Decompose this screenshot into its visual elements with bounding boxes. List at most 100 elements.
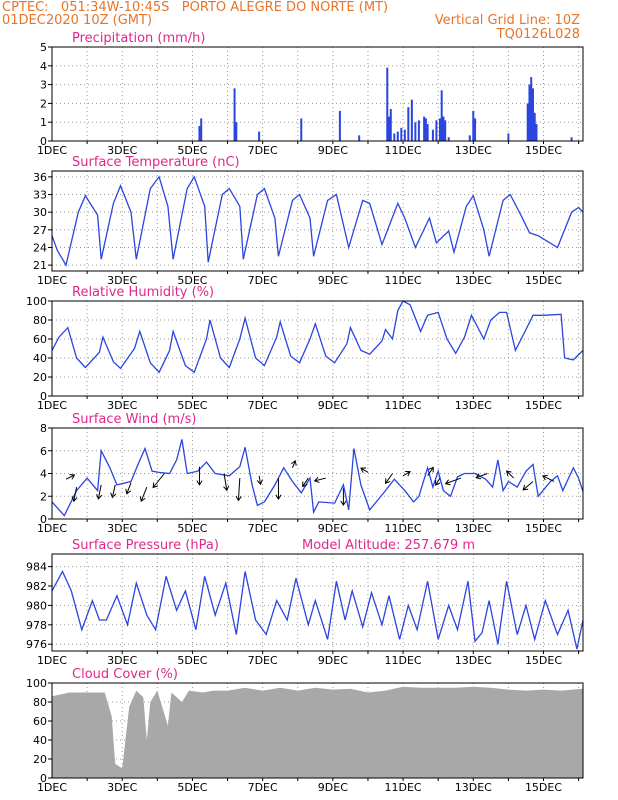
wind-vector <box>258 475 262 485</box>
y-tick-label: 2 <box>40 490 47 503</box>
x-tick-label: 11DEC <box>385 144 422 157</box>
x-tick-label: 11DEC <box>385 654 422 667</box>
x-tick-label: 7DEC <box>248 274 278 287</box>
x-tick-label: 13DEC <box>455 781 492 794</box>
y-tick-label: 20 <box>33 371 47 384</box>
x-tick-label: 3DEC <box>107 781 137 794</box>
header-date: 01DEC2020 10Z (GMT) <box>2 13 153 28</box>
wind-arrowhead <box>223 485 230 492</box>
y-tick-label: 5 <box>40 41 47 54</box>
y-tick-label: 6 <box>40 445 47 458</box>
precip-bar <box>414 122 417 141</box>
wind-vector <box>302 477 309 487</box>
x-tick-label: 13DEC <box>455 144 492 157</box>
y-tick-label: 80 <box>33 696 47 709</box>
x-tick-label: 1DEC <box>37 144 67 157</box>
precip-bar <box>424 118 427 141</box>
y-tick-label: 976 <box>26 638 47 651</box>
y-tick-label: 36 <box>33 171 47 184</box>
precip-bar <box>431 129 434 141</box>
x-tick-label: 3DEC <box>107 522 137 535</box>
precip-bar <box>472 110 475 141</box>
y-tick-label: 20 <box>33 753 47 766</box>
precip-bar <box>258 131 261 141</box>
x-tick-label: 15DEC <box>525 274 562 287</box>
wind-arrowhead <box>139 496 146 503</box>
x-tick-label: 15DEC <box>525 144 562 157</box>
x-tick-label: 7DEC <box>248 781 278 794</box>
wind-arrowhead <box>405 470 411 477</box>
wind-arrowhead <box>235 495 242 502</box>
precip-bar <box>570 137 573 141</box>
y-tick-label: 100 <box>26 677 47 690</box>
y-tick-label: 0 <box>40 135 47 148</box>
wind-vector <box>65 474 75 480</box>
x-tick-label: 15DEC <box>525 399 562 412</box>
wind-vector <box>427 467 434 477</box>
header-code: TQ0126L028 <box>496 27 580 42</box>
panel-0: 0 1 2 3 4 5 1DEC 3DEC 5DEC 7DEC 9DEC 11DEC 13DEC 15DE… <box>37 31 584 157</box>
panel-title: Surface Pressure (hPa) <box>72 538 219 553</box>
y-tick-label: 40 <box>33 352 47 365</box>
series-line <box>51 175 584 267</box>
x-tick-label: 1DEC <box>37 781 67 794</box>
x-tick-label: 13DEC <box>455 399 492 412</box>
x-tick-label: 11DEC <box>385 522 422 535</box>
panel-frame <box>51 300 584 397</box>
wind-arrowhead <box>542 474 548 481</box>
x-tick-label: 11DEC <box>385 781 422 794</box>
y-tick-label: 60 <box>33 333 47 346</box>
wind-arrowhead <box>110 492 117 499</box>
wind-vector <box>223 473 228 491</box>
panel-2: 0 20 40 60 80 100 1DEC 3DEC 5DEC 7DEC 9DEC 11DEC 13D… <box>26 285 584 412</box>
x-tick-label: 7DEC <box>248 399 278 412</box>
wind-arrowhead <box>302 481 308 488</box>
precip-bar <box>435 120 438 141</box>
x-tick-label: 7DEC <box>248 144 278 157</box>
wind-vector <box>445 477 462 485</box>
precip-bar <box>233 88 236 141</box>
series-line <box>51 439 584 517</box>
x-tick-label: 9DEC <box>318 781 348 794</box>
precip-bar <box>417 120 420 141</box>
x-tick-label: 3DEC <box>107 399 137 412</box>
panel-3: 0 2 4 6 8 1DEC 3DEC 5DEC 7DEC 9DEC 11DEC 13DEC 15DEC… <box>37 412 584 535</box>
panel-5: 0 20 40 60 80 100 1DEC 3DEC 5DEC 7DEC 9DEC 11DEC 13D… <box>26 667 584 794</box>
wind-arrowhead <box>435 480 441 486</box>
precip-bar <box>300 118 303 141</box>
precip-bar <box>444 120 447 141</box>
wind-arrowhead <box>196 480 203 486</box>
precip-bar <box>403 129 406 141</box>
x-tick-label: 5DEC <box>177 522 207 535</box>
x-tick-label: 3DEC <box>107 144 137 157</box>
panel-title: Precipitation (mm/h) <box>72 31 205 46</box>
wind-vector <box>126 482 132 494</box>
series-line <box>51 570 584 650</box>
x-tick-label: 1DEC <box>37 522 67 535</box>
x-tick-label: 3DEC <box>107 274 137 287</box>
header-grid-note: Vertical Grid Line: 10Z <box>434 13 580 28</box>
x-tick-label: 15DEC <box>525 522 562 535</box>
y-tick-label: 27 <box>33 224 47 237</box>
wind-vector <box>314 477 326 482</box>
wind-arrowhead <box>506 470 512 477</box>
x-tick-label: 9DEC <box>318 274 348 287</box>
wind-vector <box>385 473 393 484</box>
precip-bar <box>535 124 538 141</box>
precip-bar <box>423 116 426 141</box>
x-tick-label: 15DEC <box>525 781 562 794</box>
wind-vector <box>73 487 78 502</box>
x-tick-label: 13DEC <box>455 522 492 535</box>
wind-vector <box>475 473 488 479</box>
wind-vector <box>435 477 441 486</box>
wind-vector <box>152 473 165 488</box>
wind-arrowhead <box>256 479 263 486</box>
x-tick-label: 1DEC <box>37 399 67 412</box>
precip-bar <box>531 88 534 141</box>
y-tick-label: 3 <box>40 79 47 92</box>
panel-4: 976 978 980 982 984 1DEC 3DEC 5DEC 7DEC 9DEC 11DEC… <box>26 538 584 667</box>
precip-bar <box>393 133 396 141</box>
wind-arrowhead <box>313 476 320 483</box>
precip-bar <box>440 90 443 141</box>
y-tick-label: 24 <box>33 241 47 254</box>
